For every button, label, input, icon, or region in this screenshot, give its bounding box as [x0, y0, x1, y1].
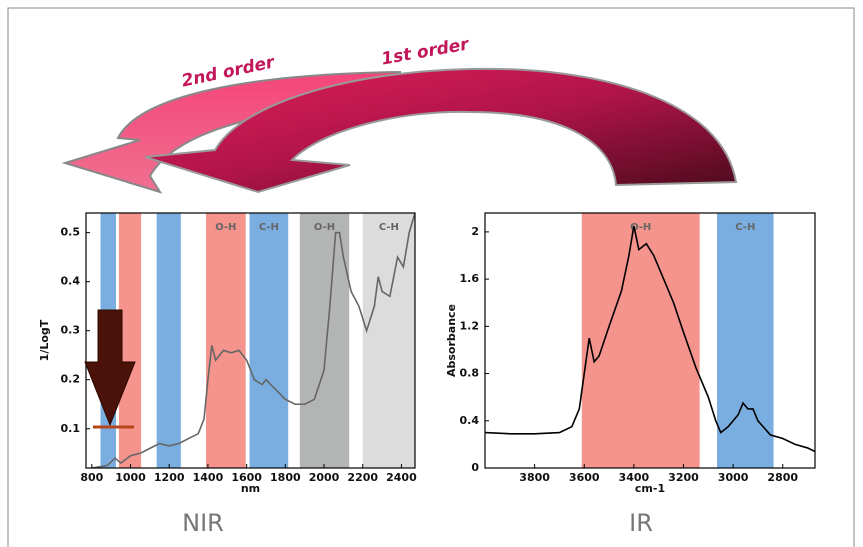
x-tick-label: 1000 — [115, 471, 146, 484]
arrow-1st-order — [144, 67, 738, 194]
band-label: O-H — [215, 222, 236, 233]
band — [249, 213, 289, 468]
band — [716, 213, 774, 468]
y-tick-label: 2 — [471, 225, 479, 238]
y-tick-label: 0.1 — [61, 422, 81, 435]
band — [205, 213, 246, 468]
x-tick-label: 1600 — [231, 471, 262, 484]
y-tick-label: 0 — [471, 461, 479, 474]
y-tick-label: 0.3 — [61, 324, 81, 337]
y-tick-label: 1.6 — [460, 272, 480, 285]
band — [581, 213, 700, 468]
x-tick-label: 800 — [80, 471, 103, 484]
y-axis-label: Absorbance — [445, 304, 458, 377]
x-tick-label: 1400 — [193, 471, 224, 484]
y-tick-label: 1.2 — [460, 319, 480, 332]
band — [118, 213, 142, 468]
chart-title: NIR — [182, 509, 224, 537]
chart-title: IR — [629, 509, 653, 537]
band-label: C-H — [735, 222, 755, 233]
y-tick-label: 0.4 — [61, 275, 81, 288]
x-tick-label: 3800 — [519, 471, 550, 484]
x-tick-label: 2000 — [309, 471, 340, 484]
y-axis-label: 1/LogT — [38, 319, 51, 361]
band — [362, 213, 415, 468]
band-label: O-H — [630, 222, 651, 233]
frame — [7, 7, 855, 547]
x-tick-label: 3200 — [668, 471, 699, 484]
spectrum — [485, 225, 815, 453]
y-tick-label: 0.5 — [61, 226, 81, 239]
plot-border — [484, 212, 816, 469]
x-tick-label: 1800 — [270, 471, 301, 484]
pointer-arrow — [84, 309, 136, 427]
x-tick-label: 1200 — [154, 471, 185, 484]
x-tick-label: 3400 — [619, 471, 650, 484]
y-tick-label: 0.2 — [61, 373, 81, 386]
band-label: C-H — [379, 222, 399, 233]
annotation: 1st order — [380, 34, 472, 69]
y-tick-label: 0.4 — [460, 414, 480, 427]
plots: O-H C-H O-H C-H 800 1000 1200 1400 1600 1800 2000 2… — [38, 212, 816, 537]
band — [299, 213, 350, 468]
overlay — [84, 309, 136, 429]
x-tick-label: 2400 — [386, 471, 417, 484]
x-tick-label: 3000 — [718, 471, 749, 484]
y-tick-label: 0.8 — [460, 367, 480, 380]
band-label: C-H — [259, 222, 279, 233]
x-axis-label: cm-1 — [635, 482, 665, 495]
spectrum — [91, 213, 415, 468]
band-label: O-H — [314, 222, 335, 233]
x-axis-label: nm — [241, 482, 260, 495]
x-tick-label: 2200 — [347, 471, 378, 484]
x-tick-label: 2800 — [767, 471, 798, 484]
band — [156, 213, 181, 468]
x-tick-label: 3600 — [569, 471, 600, 484]
plot-border — [85, 212, 416, 469]
